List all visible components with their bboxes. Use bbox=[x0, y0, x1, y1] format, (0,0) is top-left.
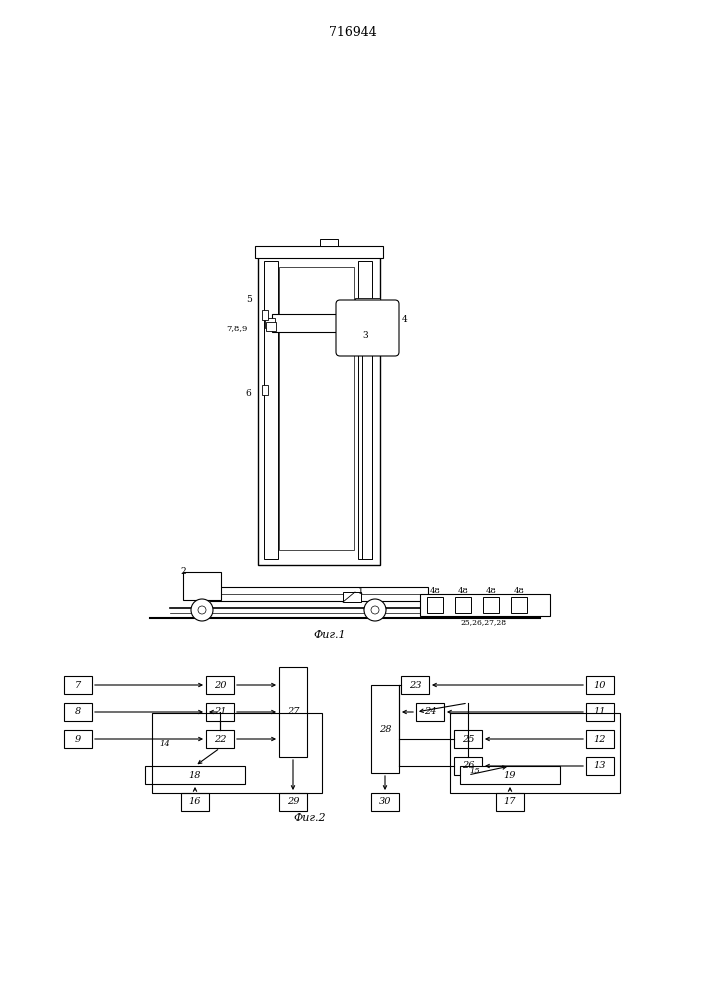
Text: 8: 8 bbox=[75, 708, 81, 716]
Text: 30: 30 bbox=[379, 798, 391, 806]
Bar bbox=[483, 597, 499, 613]
Text: 27: 27 bbox=[287, 708, 299, 716]
Circle shape bbox=[371, 606, 379, 614]
Text: 21: 21 bbox=[214, 708, 226, 716]
Text: 5: 5 bbox=[246, 296, 252, 304]
Bar bbox=[343, 592, 361, 602]
Text: 25: 25 bbox=[462, 734, 474, 744]
Bar bbox=[450, 713, 620, 793]
Bar bbox=[427, 597, 443, 613]
Bar bbox=[320, 239, 338, 246]
Text: 6: 6 bbox=[245, 388, 251, 397]
Bar bbox=[496, 793, 524, 811]
Text: 7: 7 bbox=[75, 680, 81, 690]
Text: 716944: 716944 bbox=[329, 25, 377, 38]
Bar bbox=[279, 267, 354, 550]
Bar bbox=[371, 685, 399, 773]
Text: 11: 11 bbox=[594, 708, 606, 716]
Text: 9: 9 bbox=[75, 734, 81, 744]
Text: 2: 2 bbox=[180, 568, 186, 576]
Text: 16: 16 bbox=[189, 798, 201, 806]
FancyBboxPatch shape bbox=[336, 300, 399, 356]
Bar bbox=[454, 730, 482, 748]
Wedge shape bbox=[364, 608, 386, 619]
Bar bbox=[272, 314, 362, 332]
Bar bbox=[262, 385, 268, 395]
Text: 20: 20 bbox=[214, 680, 226, 690]
Bar bbox=[264, 261, 278, 559]
Bar bbox=[266, 322, 276, 331]
Bar bbox=[454, 757, 482, 775]
Text: 13: 13 bbox=[594, 762, 606, 770]
Bar bbox=[210, 587, 428, 601]
Text: 28: 28 bbox=[379, 724, 391, 734]
Bar bbox=[420, 594, 550, 616]
Text: 48: 48 bbox=[457, 587, 469, 595]
Circle shape bbox=[198, 606, 206, 614]
Text: 4: 4 bbox=[402, 316, 408, 324]
Text: 48: 48 bbox=[486, 587, 496, 595]
Text: 26: 26 bbox=[462, 762, 474, 770]
Text: 7,8,9: 7,8,9 bbox=[227, 324, 248, 332]
Bar bbox=[358, 261, 372, 559]
Text: 1: 1 bbox=[358, 587, 363, 596]
Text: 3: 3 bbox=[362, 332, 368, 340]
Text: 17: 17 bbox=[504, 798, 516, 806]
Circle shape bbox=[191, 599, 213, 621]
Text: 15: 15 bbox=[469, 767, 480, 775]
Bar bbox=[460, 766, 560, 784]
Bar bbox=[455, 597, 471, 613]
Bar bbox=[206, 676, 234, 694]
Text: 24: 24 bbox=[423, 708, 436, 716]
Bar bbox=[511, 597, 527, 613]
Bar bbox=[152, 713, 322, 793]
Bar bbox=[64, 730, 92, 748]
Bar bbox=[262, 310, 268, 320]
Bar bbox=[181, 793, 209, 811]
Bar bbox=[206, 703, 234, 721]
Bar bbox=[64, 676, 92, 694]
Bar bbox=[586, 730, 614, 748]
Bar bbox=[355, 298, 380, 306]
Bar bbox=[255, 246, 383, 258]
Text: 29: 29 bbox=[287, 798, 299, 806]
Text: 19: 19 bbox=[504, 770, 516, 780]
Bar bbox=[279, 667, 307, 757]
Bar bbox=[64, 703, 92, 721]
Text: 10: 10 bbox=[594, 680, 606, 690]
Text: Фиг.1: Фиг.1 bbox=[314, 630, 346, 640]
Circle shape bbox=[364, 599, 386, 621]
Bar bbox=[279, 793, 307, 811]
Text: Фиг.2: Фиг.2 bbox=[293, 813, 327, 823]
Text: 12: 12 bbox=[594, 734, 606, 744]
Bar bbox=[206, 730, 234, 748]
Text: 25,26,27,28: 25,26,27,28 bbox=[461, 618, 507, 626]
Bar bbox=[371, 793, 399, 811]
Text: 48: 48 bbox=[430, 587, 440, 595]
Text: 18: 18 bbox=[189, 770, 201, 780]
Bar bbox=[416, 703, 444, 721]
Bar bbox=[401, 676, 429, 694]
Bar bbox=[183, 572, 221, 600]
Bar bbox=[265, 318, 275, 328]
Bar bbox=[586, 757, 614, 775]
Text: 23: 23 bbox=[409, 680, 421, 690]
Text: 22: 22 bbox=[214, 734, 226, 744]
Text: 14: 14 bbox=[160, 740, 170, 748]
Bar bbox=[586, 703, 614, 721]
Text: 48: 48 bbox=[513, 587, 525, 595]
Bar bbox=[145, 766, 245, 784]
Bar bbox=[586, 676, 614, 694]
Bar bbox=[258, 255, 380, 565]
